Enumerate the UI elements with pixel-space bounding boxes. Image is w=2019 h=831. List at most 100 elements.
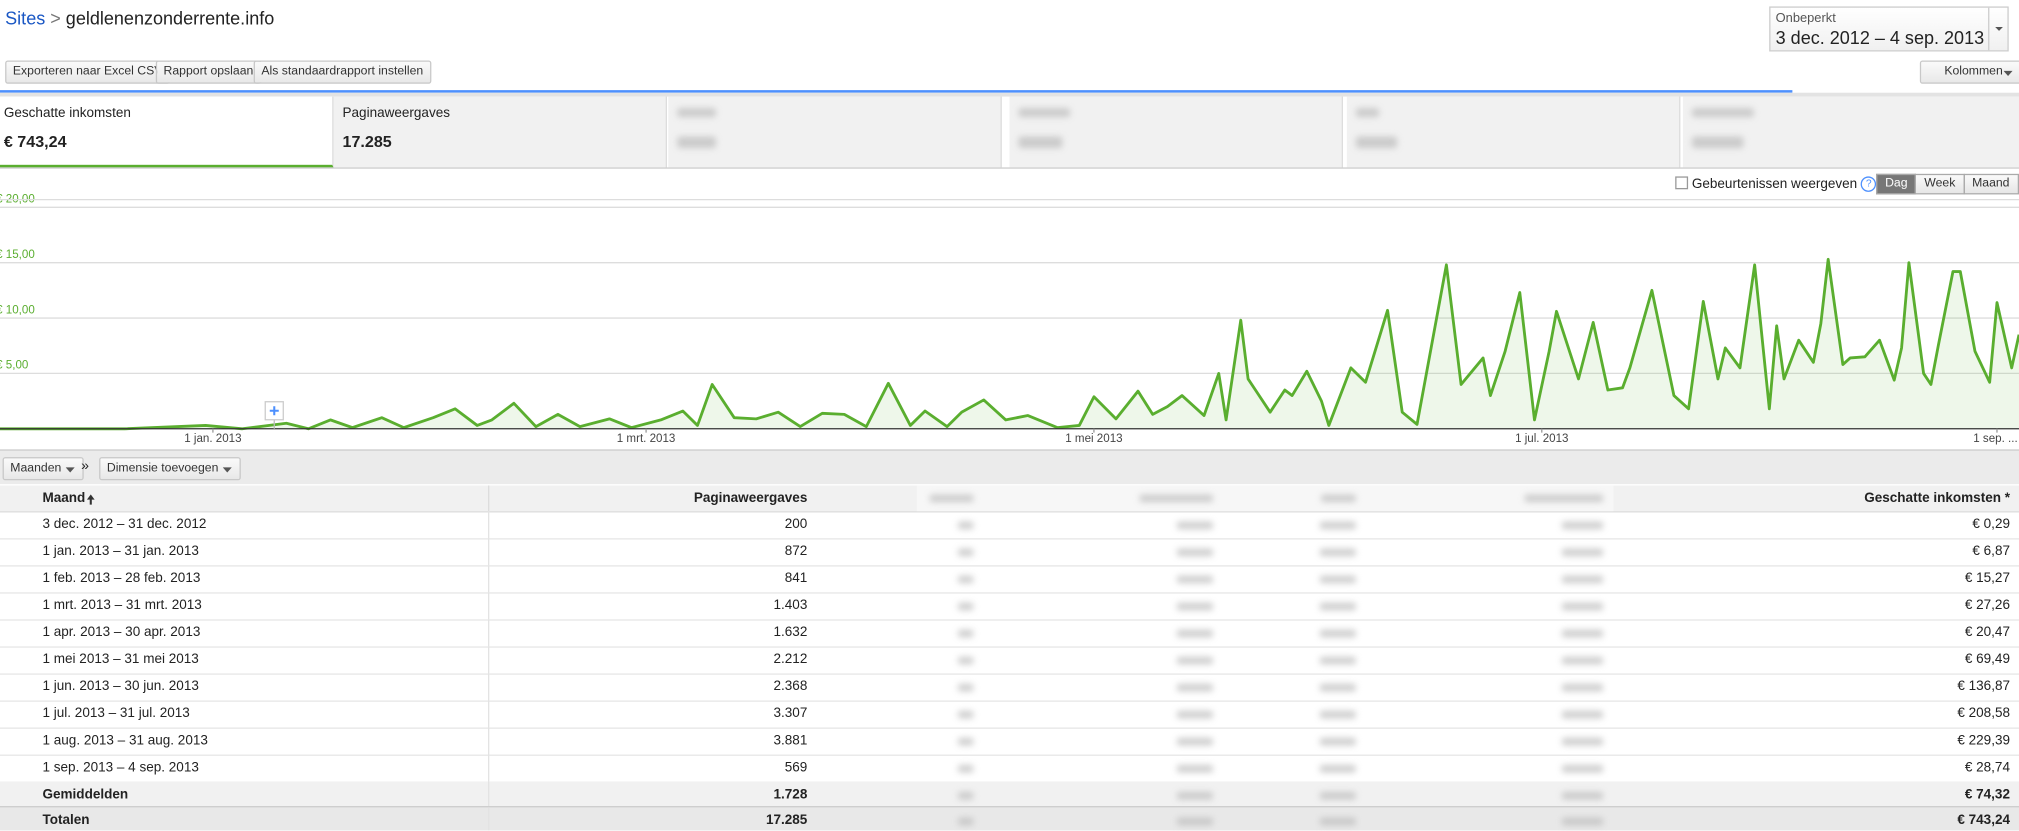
column-header[interactable]: Geschatte inkomsten * (1864, 490, 2010, 507)
pageviews-cell: 1.403 (773, 597, 808, 613)
y-tick-label: € 10,00 (0, 304, 35, 316)
blurred-cell (1176, 548, 1213, 557)
column-divider (488, 727, 490, 755)
date-picker[interactable]: Onbeperkt 3 dec. 2012 – 4 sep. 2013 (1769, 6, 2009, 52)
blurred-cell (1176, 602, 1213, 611)
header-light (916, 485, 1614, 512)
dimension-separator: » (81, 458, 90, 474)
caret (2004, 70, 2014, 76)
table-toolbar: Maanden » Dimensie toevoegen (0, 449, 2019, 485)
dropdown-arrow (1988, 7, 2009, 51)
help-icon[interactable]: ? (1860, 176, 1877, 192)
pageviews-cell: 3.307 (773, 705, 808, 722)
blurred-cell (1319, 602, 1356, 611)
save-report-button[interactable]: Rapport opslaan (155, 60, 262, 84)
earnings-cell: € 74,32 (1964, 786, 2010, 803)
add-dimension-button[interactable]: Dimensie toevoegen (99, 457, 241, 481)
blurred-cell (1561, 521, 1604, 530)
breadcrumb-separator: > (50, 7, 61, 29)
blurred-cell (1319, 710, 1356, 719)
granularity-button[interactable]: Maand (1963, 173, 2019, 195)
blurred-cell (957, 764, 974, 773)
blurred-cell (1319, 737, 1356, 746)
scorecard[interactable]: Geschatte inkomsten € 743,24 (0, 96, 334, 168)
dimension-button[interactable]: Maanden (2, 457, 84, 481)
sort-arrow (86, 494, 95, 505)
blurred-scorecard (1682, 96, 2019, 168)
blurred-cell (1561, 548, 1604, 557)
blurred-cell (957, 548, 974, 557)
divider (0, 167, 2019, 169)
blurred-scorecard (1346, 96, 1681, 168)
granularity-button[interactable]: Week (1915, 173, 1965, 195)
blurred-cell (957, 656, 974, 665)
pageviews-cell: 200 (784, 516, 808, 532)
column-divider (488, 485, 490, 512)
scorecard[interactable]: Paginaweergaves 17.285 (333, 96, 667, 168)
earnings-cell: € 136,87 (1957, 678, 2010, 695)
earnings-cell: € 15,27 (1964, 570, 2010, 586)
granularity-button[interactable]: Dag (1876, 173, 1917, 195)
blurred-cell (1319, 521, 1356, 530)
blurred-cell (957, 710, 974, 719)
separator-line (0, 90, 1793, 93)
x-tick-label: 1 mei 2013 (1065, 433, 1122, 445)
y-tick-label: € 5,00 (0, 360, 28, 372)
scorecard-value: 17.285 (342, 132, 392, 151)
blurred-header (1321, 494, 1356, 503)
pageviews-cell: 1.728 (773, 786, 808, 803)
columns-button[interactable]: Kolommen (1919, 60, 2019, 84)
column-header[interactable]: Paginaweergaves (693, 490, 808, 507)
pageviews-cell: 569 (784, 759, 808, 776)
earnings-cell: € 27,26 (1964, 597, 2010, 613)
table-row: 1 mei 2013 – 31 mei 2013 2.212 € 69,49 (0, 646, 2019, 675)
pageviews-cell: 2.212 (773, 651, 808, 667)
month-cell: 3 dec. 2012 – 31 dec. 2012 (42, 516, 207, 532)
scorecard-label: Paginaweergaves (342, 105, 451, 122)
blurred-cell (1176, 521, 1213, 530)
checkbox[interactable] (1675, 176, 1689, 190)
dimension-label: Maanden (10, 460, 62, 476)
blurred-cell (957, 521, 974, 530)
separator-shade (0, 92, 2019, 97)
blurred-cell (1319, 629, 1356, 638)
add-dimension-label: Dimensie toevoegen (106, 460, 219, 476)
blurred-cell (1561, 817, 1604, 826)
plot-background (0, 197, 2019, 429)
month-cell: 1 mrt. 2013 – 31 mrt. 2013 (42, 597, 202, 613)
blurred-cell (1319, 548, 1356, 557)
blurred-cell (1561, 737, 1604, 746)
blurred-cell (1561, 710, 1604, 719)
default-report-button[interactable]: Als standaardrapport instellen (253, 60, 431, 84)
blurred-cell (1561, 764, 1604, 773)
export-button[interactable]: Exporteren naar Excel CSV (5, 60, 171, 84)
blurred-scorecard (1009, 96, 1343, 168)
table-row: 1 feb. 2013 – 28 feb. 2013 841 € 15,27 (0, 565, 2019, 594)
x-tick-label: 1 mrt. 2013 (617, 433, 676, 445)
events-toggle[interactable]: Gebeurtenissen weergeven ? (1675, 176, 1877, 192)
blurred-cell (1176, 737, 1213, 746)
blurred-header (1139, 494, 1213, 503)
earnings-cell: € 20,47 (1964, 624, 2010, 640)
annotation-marker[interactable] (264, 401, 284, 429)
column-divider (488, 565, 490, 593)
blurred-cell (1176, 817, 1213, 826)
breadcrumb-root[interactable]: Sites (5, 7, 46, 29)
column-divider (488, 781, 490, 809)
earnings-cell: € 208,58 (1957, 705, 2010, 722)
earnings-cell: € 229,39 (1957, 732, 2010, 749)
blurred-cell (1561, 791, 1604, 800)
table-row: 1 apr. 2013 – 30 apr. 2013 1.632 € 20,47 (0, 619, 2019, 648)
month-cell: 1 sep. 2013 – 4 sep. 2013 (42, 759, 199, 776)
earnings-cell: € 28,74 (1964, 759, 2010, 776)
column-header[interactable]: Maand (42, 490, 86, 507)
caret (65, 467, 75, 473)
report-table: Maand Paginaweergaves Geschatte inkomsten … (0, 485, 2019, 831)
scorecard-label: Geschatte inkomsten (3, 105, 131, 122)
blurred-cell (1176, 575, 1213, 584)
column-divider (488, 538, 490, 566)
blurred-cell (1319, 817, 1356, 826)
line (0, 257, 2019, 431)
